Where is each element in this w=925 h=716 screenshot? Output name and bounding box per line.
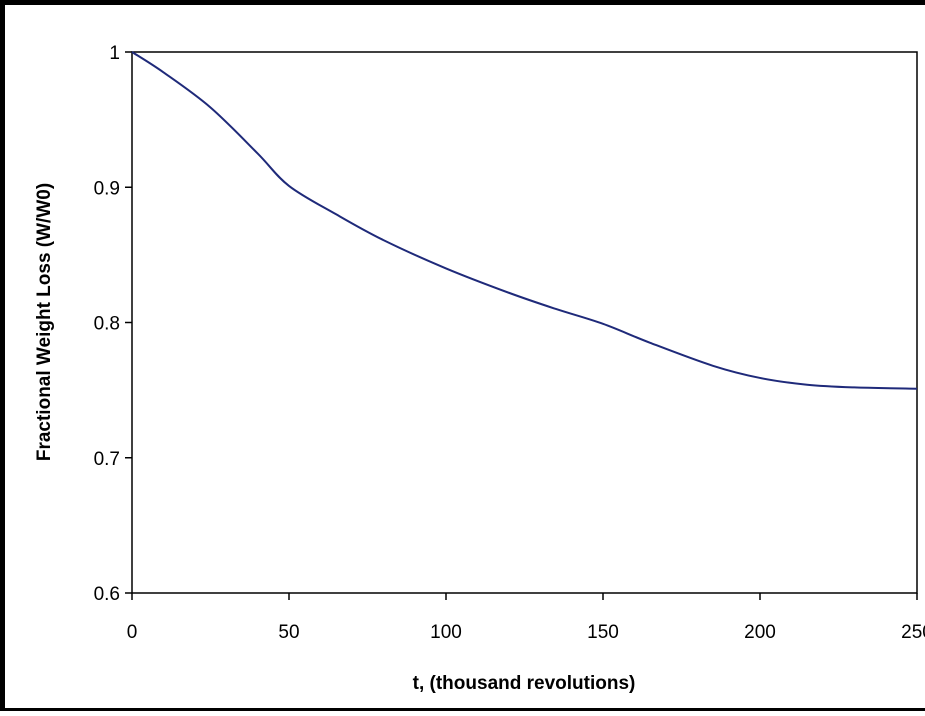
y-tick-label: 0.7 [94, 449, 120, 470]
x-tick-label: 100 [430, 622, 462, 643]
x-tick-label: 200 [744, 622, 776, 643]
x-axis-ticks: 0 50 100 150 200 250 [127, 593, 925, 643]
y-tick-label: 1 [109, 43, 120, 64]
line-chart: 0.6 0.7 0.8 0.9 1 0 50 100 150 200 250 t, (thousa… [34, 43, 925, 694]
x-tick-label: 250 [901, 622, 925, 643]
series-layer [131, 51, 918, 390]
x-axis-title: t, (thousand revolutions) [413, 673, 636, 694]
y-tick-label: 0.8 [94, 314, 120, 335]
y-tick-label: 0.9 [94, 178, 120, 199]
series-line-0 [131, 51, 918, 390]
y-axis-ticks: 0.6 0.7 0.8 0.9 1 [94, 43, 132, 605]
x-tick-label: 50 [278, 622, 299, 643]
plot-area [131, 51, 918, 594]
x-tick-label: 0 [127, 622, 138, 643]
y-tick-label: 0.6 [94, 584, 120, 605]
x-tick-label: 150 [587, 622, 619, 643]
y-axis-title: Fractional Weight Loss (W/W0) [34, 183, 55, 461]
